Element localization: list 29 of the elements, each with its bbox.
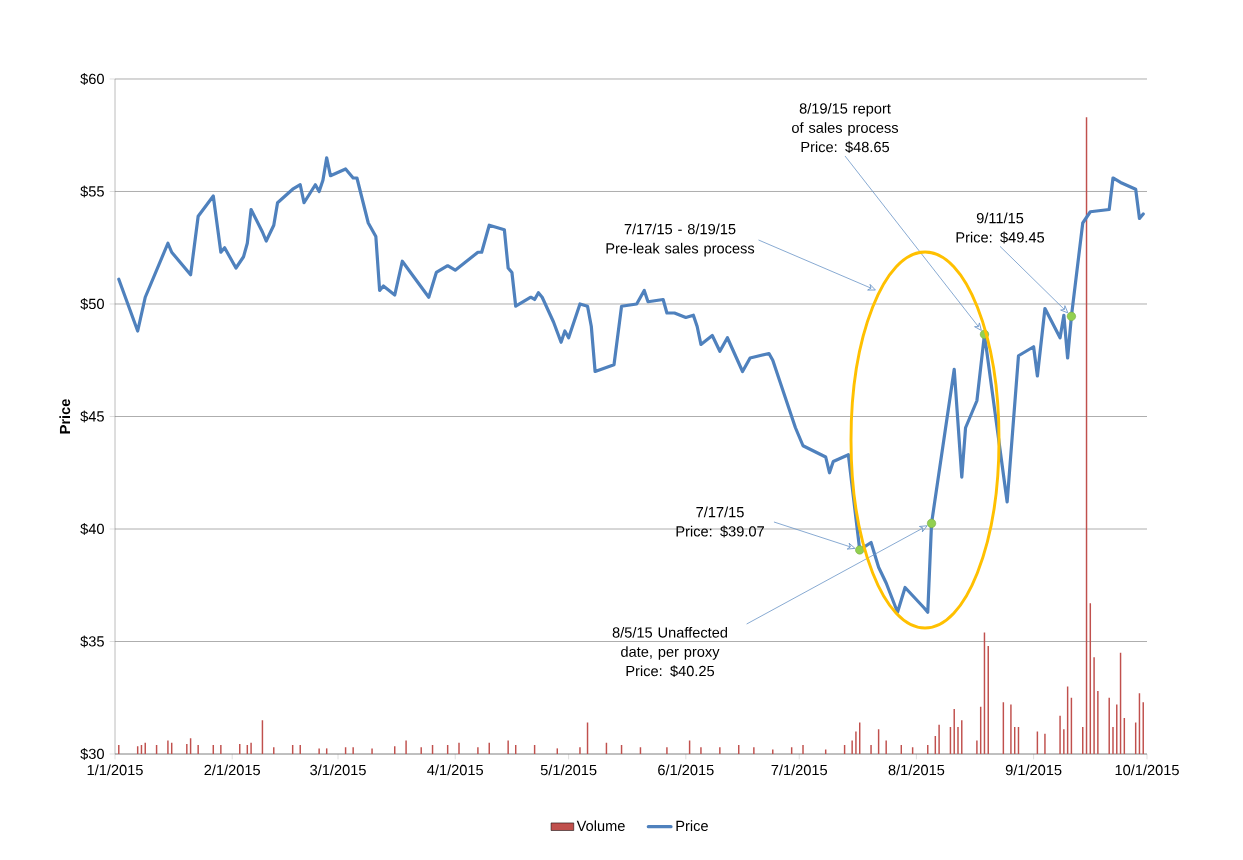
annotation: 7/17/15 Price: $39.07: [676, 506, 764, 538]
x-tick-label: 6/1/2015: [658, 764, 714, 776]
x-tick-label: 3/1/2015: [310, 764, 366, 776]
x-tick-label: 2/1/2015: [204, 764, 260, 776]
x-tick-label: 4/1/2015: [427, 764, 484, 776]
legend-label: Volume: [576, 820, 625, 832]
x-tick-label: 10/1/2015: [1115, 764, 1179, 776]
y-tick-label: $45: [80, 410, 104, 423]
y-tick-label: $60: [80, 73, 104, 85]
point: [1066, 311, 1076, 321]
line-series: [117, 156, 1145, 614]
point: [855, 545, 865, 555]
x-tick-label: 8/1/2015: [888, 764, 945, 776]
y-tick-label: $30: [80, 748, 104, 760]
y-tick-label: $40: [80, 523, 104, 535]
y-tick-label: $55: [80, 185, 104, 198]
x-tick-label: 9/1/2015: [1005, 764, 1062, 776]
x-tick-label: 1/1/2015: [87, 764, 143, 776]
x-tick-label: 7/1/2015: [771, 764, 828, 776]
y-tick-label: $35: [80, 635, 104, 648]
annotation: 8/19/15 report of sales process Price: $48.65: [792, 102, 899, 154]
annotation: 7/17/15 - 8/19/15 Pre-leak sales process: [606, 223, 755, 257]
x-tick-label: 5/1/2015: [540, 764, 597, 776]
y-tick-label: $50: [80, 298, 104, 310]
y-axis-title: Price: [59, 399, 71, 434]
point: [927, 518, 937, 528]
legend-label: Price: [676, 820, 708, 832]
annotation: 9/11/15 Price: $49.45: [956, 212, 1045, 244]
annotation: 8/5/15 Unaffected date, per proxy Price: $40.25: [612, 626, 728, 678]
